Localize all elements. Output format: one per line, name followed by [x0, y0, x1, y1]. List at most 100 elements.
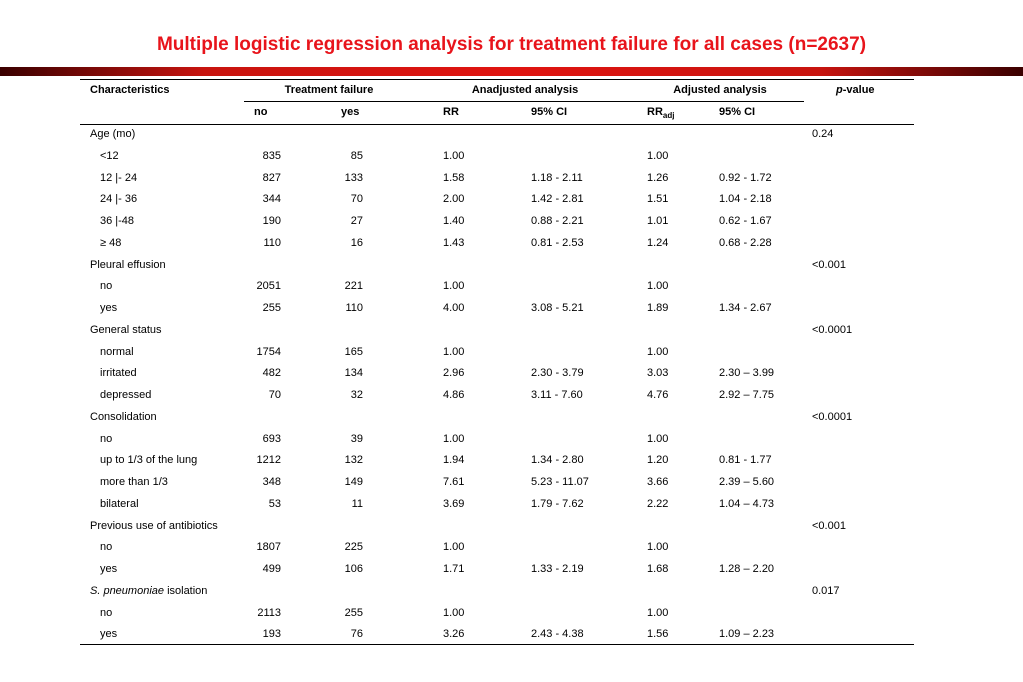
cell-ci-adj: 1.34 - 2.67 — [719, 302, 772, 314]
page-title: Multiple logistic regression analysis fo… — [156, 34, 867, 55]
row-label: 24 |- 36 — [100, 193, 138, 206]
title-divider-bar — [0, 67, 1023, 76]
cell-ci: 2.30 - 3.79 — [531, 367, 584, 380]
row-label: yes — [100, 302, 118, 314]
cell-no: 190 — [262, 215, 281, 227]
cell-yes: 27 — [350, 215, 363, 227]
row-label: more than 1/3 — [100, 476, 168, 488]
cell-yes: 132 — [344, 454, 363, 467]
row-label: normal — [100, 345, 134, 358]
cell-ci: 2.43 - 4.38 — [531, 628, 584, 641]
group-label: General status — [90, 323, 162, 336]
cell-rr: 4.86 — [443, 389, 465, 401]
cell-ci-adj: 2.92 – 7.75 — [719, 389, 775, 401]
cell-no: 2113 — [257, 606, 281, 619]
cell-yes: 134 — [344, 367, 363, 380]
cell-yes: 165 — [344, 345, 363, 358]
cell-yes: 225 — [344, 541, 363, 554]
cell-ci: 1.79 - 7.62 — [531, 497, 584, 510]
cell-yes: 16 — [350, 236, 363, 249]
p-value-cell: 0.017 — [812, 584, 840, 597]
cell-rr: 1.43 — [443, 236, 465, 249]
group-label: Age (mo) — [90, 128, 136, 140]
p-value-cell: <0.001 — [812, 519, 846, 532]
subheader-rr-adj: RRadj — [647, 106, 675, 120]
cell-no: 53 — [268, 497, 281, 510]
row-label: bilateral — [100, 497, 139, 510]
row-label: irritated — [100, 367, 137, 380]
table-top-rule — [80, 79, 914, 80]
cell-rr: 1.00 — [443, 345, 465, 358]
header-unadjusted-analysis: Anadjusted analysis — [471, 84, 579, 96]
cell-rr-adj: 1.00 — [647, 345, 669, 358]
header-adjusted-analysis: Adjusted analysis — [673, 84, 767, 96]
cell-no: 255 — [262, 302, 281, 314]
cell-ci-adj: 1.04 – 4.73 — [719, 497, 775, 510]
cell-rr-adj: 1.51 — [647, 193, 669, 206]
row-label: up to 1/3 of the lung — [100, 454, 198, 467]
p-value-cell: 0.24 — [812, 128, 834, 140]
cell-yes: 149 — [344, 476, 363, 488]
cell-rr-adj: 1.26 — [647, 171, 669, 184]
cell-rr-adj: 1.24 — [647, 236, 669, 249]
cell-no: 1754 — [256, 345, 281, 358]
cell-ci-adj: 2.39 – 5.60 — [719, 476, 775, 488]
row-label: depressed — [100, 389, 152, 401]
cell-rr: 1.94 — [443, 454, 465, 467]
cell-rr: 1.00 — [443, 280, 465, 293]
cell-rr-adj: 1.68 — [647, 563, 669, 575]
cell-ci: 1.42 - 2.81 — [531, 193, 584, 206]
cell-ci-adj: 1.28 – 2.20 — [719, 563, 775, 575]
row-label: yes — [100, 628, 118, 641]
cell-ci: 3.11 - 7.60 — [531, 389, 583, 401]
cell-ci: 1.34 - 2.80 — [531, 454, 584, 467]
row-label: no — [100, 606, 113, 619]
cell-yes: 133 — [344, 171, 363, 184]
cell-yes: 106 — [344, 563, 363, 575]
cell-ci: 0.81 - 2.53 — [531, 236, 584, 249]
cell-no: 827 — [262, 171, 281, 184]
cell-rr: 3.69 — [443, 497, 465, 510]
header-treatment-failure: Treatment failure — [284, 84, 374, 96]
row-label: no — [100, 432, 113, 445]
cell-rr: 7.61 — [443, 476, 465, 488]
cell-no: 70 — [268, 389, 281, 401]
row-label: no — [100, 541, 113, 554]
header-p-value: p-value — [836, 84, 875, 96]
cell-rr-adj: 1.00 — [647, 280, 669, 293]
cell-ci-adj: 0.92 - 1.72 — [719, 171, 772, 184]
cell-rr-adj: 1.00 — [647, 432, 669, 445]
cell-ci-adj: 0.62 - 1.67 — [719, 215, 772, 227]
cell-no: 344 — [262, 193, 281, 206]
header-bottom-rule — [80, 124, 914, 125]
cell-no: 348 — [262, 476, 281, 488]
cell-no: 1212 — [256, 454, 281, 467]
cell-yes: 76 — [350, 628, 363, 641]
cell-no: 499 — [262, 563, 281, 575]
group-label: Pleural effusion — [90, 258, 166, 271]
group-label: Previous use of antibiotics — [90, 519, 218, 532]
cell-ci-adj: 1.09 – 2.23 — [719, 628, 775, 641]
subheader-95ci-adj: 95% CI — [719, 106, 756, 118]
cell-yes: 255 — [344, 606, 363, 619]
cell-yes: 70 — [350, 193, 363, 206]
row-label: 12 |- 24 — [100, 171, 138, 184]
cell-yes: 110 — [345, 302, 363, 314]
cell-rr: 3.26 — [443, 628, 465, 641]
cell-rr: 1.00 — [443, 149, 465, 162]
cell-yes: 32 — [350, 389, 363, 401]
cell-rr-adj: 1.89 — [647, 302, 669, 314]
cell-yes: 85 — [350, 149, 363, 162]
p-value-cell: <0.0001 — [812, 323, 853, 336]
cell-yes: 39 — [350, 432, 363, 445]
cell-no: 110 — [263, 236, 281, 249]
cell-ci: 1.33 - 2.19 — [531, 563, 584, 575]
cell-no: 2051 — [256, 280, 281, 293]
cell-rr-adj: 1.00 — [647, 606, 669, 619]
cell-rr-adj: 1.00 — [647, 541, 669, 554]
cell-no: 1807 — [256, 541, 281, 554]
cell-rr-adj: 3.66 — [647, 476, 669, 488]
row-label: <12 — [100, 149, 119, 162]
cell-ci: 1.18 - 2.11 — [531, 171, 583, 184]
cell-rr-adj: 3.03 — [647, 367, 669, 380]
